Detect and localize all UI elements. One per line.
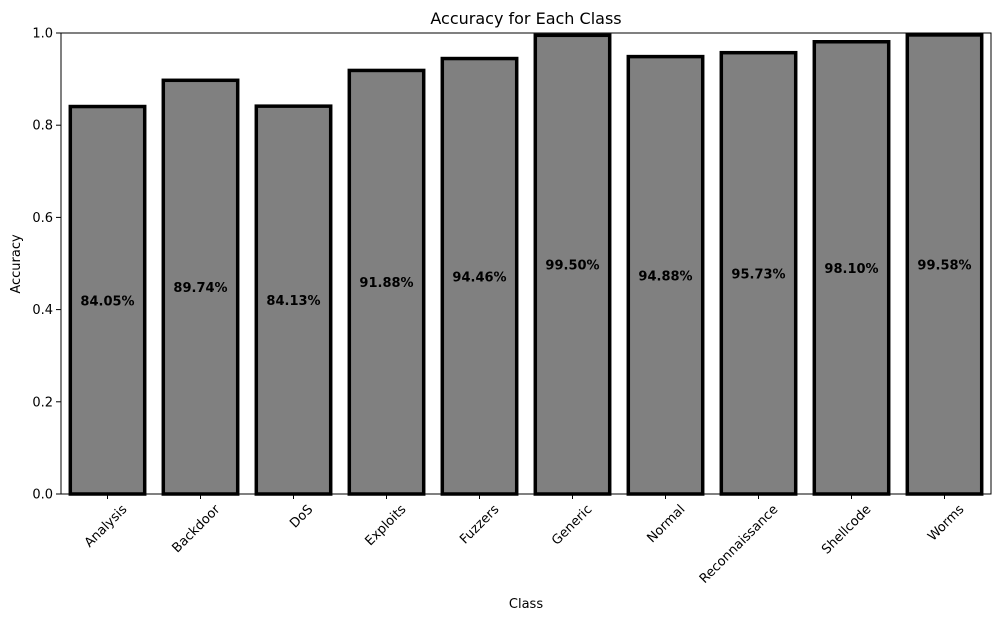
bar-exploits [347, 68, 426, 496]
x-tick-label-exploits: Exploits [363, 502, 410, 549]
x-tick-label-shellcode: Shellcode [819, 502, 874, 557]
y-tick-label-1: 0.2 [32, 395, 53, 410]
y-tick-label-2: 0.4 [32, 303, 53, 318]
bar-worms [905, 33, 984, 496]
bar-reconnaissance [719, 50, 798, 496]
x-tick-label-analysis: Analysis [82, 502, 131, 551]
x-tick-label-fuzzers: Fuzzers [457, 502, 502, 547]
bars-group [68, 33, 984, 496]
data-label-normal: 94.88% [638, 269, 692, 284]
x-axis: Analysis Backdoor DoS Exploits Fuzzers Generi… [82, 494, 967, 587]
data-label-backdoor: 89.74% [173, 281, 227, 296]
y-axis-label: Accuracy [9, 234, 24, 294]
x-axis-label: Class [509, 597, 543, 612]
bar-generic [533, 33, 612, 496]
data-label-shellcode: 98.10% [824, 262, 878, 277]
y-tick-label-5: 1.0 [32, 27, 53, 42]
y-tick-label-4: 0.8 [32, 119, 53, 134]
data-label-fuzzers: 94.46% [452, 270, 506, 285]
x-tick-label-worms: Worms [925, 502, 967, 544]
data-label-reconnaissance: 95.73% [731, 267, 785, 282]
x-tick-label-dos: DoS [287, 502, 316, 531]
x-tick-label-normal: Normal [644, 502, 688, 546]
data-labels-group: 84.05% 89.74% 84.13% 91.88% 94.46% 99.50% 94.8… [80, 258, 971, 309]
bar-analysis [68, 104, 147, 496]
chart-title: Accuracy for Each Class [430, 9, 621, 28]
plot-frame [60, 32, 992, 495]
y-tick-label-0: 0.0 [32, 488, 53, 503]
data-label-analysis: 84.05% [80, 294, 134, 309]
x-tick-label-generic: Generic [549, 502, 595, 548]
y-axis: 0.0 0.2 0.4 0.6 0.8 1.0 [32, 27, 61, 503]
x-tick-label-reconnaissance: Reconnaissance [697, 502, 782, 587]
data-label-dos: 84.13% [266, 294, 320, 309]
x-tick-label-backdoor: Backdoor [170, 502, 224, 556]
y-tick-label-3: 0.6 [32, 211, 53, 226]
data-label-worms: 99.58% [917, 258, 971, 273]
bar-backdoor [161, 78, 240, 496]
data-label-generic: 99.50% [545, 259, 599, 274]
data-label-exploits: 91.88% [359, 276, 413, 291]
